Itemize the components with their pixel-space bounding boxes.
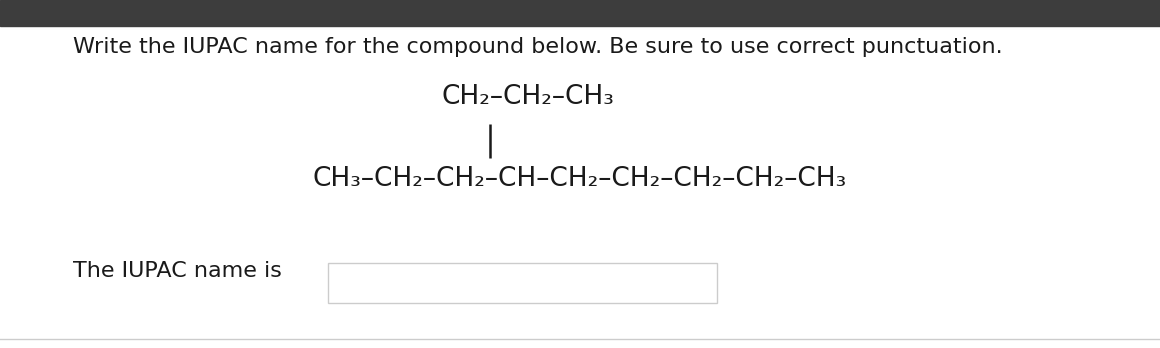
Text: The IUPAC name is: The IUPAC name is [73, 261, 282, 282]
Text: CH₃–CH₂–CH₂–CH–CH₂–CH₂–CH₂–CH₂–CH₃: CH₃–CH₂–CH₂–CH–CH₂–CH₂–CH₂–CH₂–CH₃ [313, 166, 847, 192]
Text: CH₂–CH₂–CH₃: CH₂–CH₂–CH₃ [441, 85, 615, 110]
Text: Write the IUPAC name for the compound below. Be sure to use correct punctuation.: Write the IUPAC name for the compound be… [73, 37, 1002, 56]
Bar [328, 263, 717, 303]
Bar [0, 0, 1160, 26]
